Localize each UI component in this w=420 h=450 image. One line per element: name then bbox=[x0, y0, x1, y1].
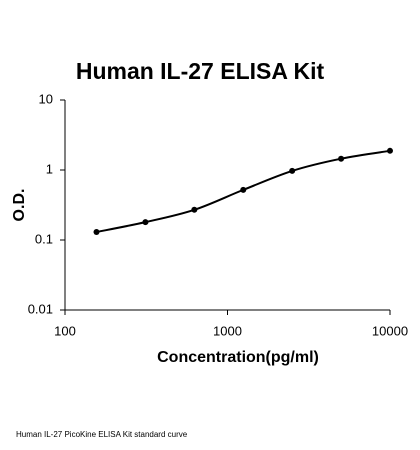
data-point bbox=[338, 155, 345, 162]
y-tick-label: 1 bbox=[46, 161, 53, 176]
y-tick-label: 10 bbox=[39, 91, 53, 106]
y-tick-label: 0.1 bbox=[35, 231, 53, 246]
y-tick-label: 0.01 bbox=[28, 301, 53, 316]
chart-title: Human IL-27 ELISA Kit bbox=[76, 58, 325, 84]
x-tick-label: 100 bbox=[54, 323, 76, 338]
x-tick-label: 10000 bbox=[372, 323, 408, 338]
data-point bbox=[191, 206, 198, 213]
caption: Human IL-27 PicoKine ELISA Kit standard … bbox=[16, 430, 188, 439]
x-axis-label: Concentration(pg/ml) bbox=[157, 349, 319, 366]
data-point bbox=[142, 219, 149, 226]
data-point bbox=[289, 167, 296, 174]
y-axis-label: O.D. bbox=[11, 189, 28, 222]
x-tick-label: 1000 bbox=[213, 323, 242, 338]
data-point bbox=[240, 186, 247, 193]
data-point bbox=[387, 147, 393, 154]
data-point bbox=[93, 229, 100, 236]
